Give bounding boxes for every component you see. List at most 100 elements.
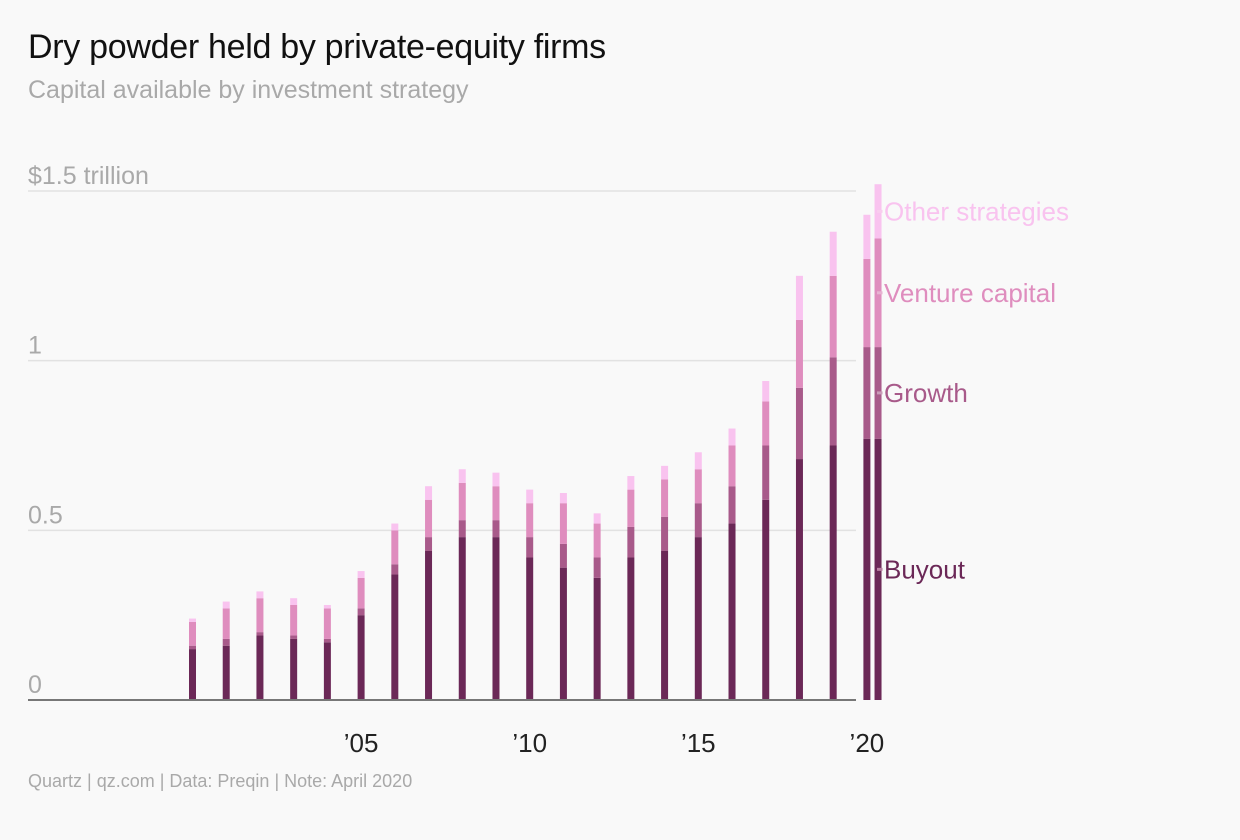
bar-segment-other-strategies: [627, 476, 635, 490]
series-label-other-strategies: Other strategies: [884, 196, 1069, 226]
y-tick-label: 0.5: [28, 501, 63, 529]
bar-segment-other-strategies: [863, 214, 871, 259]
bar-segment-buyout: [559, 567, 567, 700]
series-label-growth: Growth: [884, 378, 968, 408]
bar-segment-growth: [829, 357, 837, 446]
bar-segment-venture-capital: [222, 608, 230, 639]
bar-segment-venture-capital: [593, 523, 601, 558]
bar-segment-other-strategies: [492, 472, 500, 487]
bar-segment-buyout: [694, 537, 702, 700]
bar-segment-other-strategies: [661, 465, 669, 480]
bar-segment-buyout: [256, 635, 264, 700]
bar-segment-venture-capital: [559, 503, 567, 544]
bar-segment-buyout: [458, 537, 466, 700]
y-tick-label: $1.5 trillion: [28, 162, 149, 190]
bar-segment-venture-capital: [458, 482, 466, 521]
y-tick-label: 0: [28, 671, 42, 699]
bar-segment-other-strategies: [357, 571, 365, 578]
bar-segment-venture-capital: [290, 604, 298, 636]
bar-segment-growth: [222, 638, 230, 646]
bar-segment-venture-capital: [492, 486, 500, 521]
bar-segment-other-strategies: [323, 604, 331, 609]
source-footer: Quartz | qz.com | Data: Preqin | Note: A…: [28, 771, 413, 791]
bar-segment-buyout: [661, 550, 669, 700]
bar-segment-growth: [323, 638, 331, 643]
bar-segment-venture-capital: [627, 489, 635, 527]
bar-segment-growth: [256, 632, 264, 636]
bar-segment-other-strategies: [256, 591, 264, 599]
bar-segment-buyout: [290, 638, 298, 700]
bar-segment-other-strategies: [290, 598, 298, 605]
bar-segment-venture-capital: [728, 445, 736, 487]
y-tick-label: 1: [28, 332, 42, 360]
bar-segment-other-strategies: [728, 428, 736, 446]
bar-segment-buyout: [492, 537, 500, 700]
series-label-buyout: Buyout: [884, 554, 966, 584]
bar-segment-other-strategies: [526, 489, 534, 504]
bar-segment-growth: [526, 537, 534, 558]
bar-segment-buyout: [323, 642, 331, 700]
bar-segment-venture-capital: [694, 469, 702, 504]
bar-segment-growth: [762, 445, 770, 500]
bar-segment-growth: [492, 520, 500, 538]
bar-segment-growth: [728, 486, 736, 524]
bar-segment-growth: [627, 526, 635, 558]
bar-segment-other-strategies: [458, 469, 466, 483]
chart-title: Dry powder held by private-equity firms: [28, 28, 606, 66]
bar-segment-venture-capital: [357, 577, 365, 609]
bar-segment-other-strategies: [795, 275, 803, 320]
bar-segment-growth: [458, 520, 466, 538]
bar-segment-growth: [593, 557, 601, 578]
bar-segment-growth: [661, 516, 669, 551]
bar-segment-other-strategies: [391, 523, 399, 531]
bar-segment-other-strategies: [222, 601, 230, 609]
bar-segment-growth: [559, 543, 567, 568]
bar-segment-growth: [357, 608, 365, 616]
x-tick-label: ’20: [850, 728, 885, 758]
x-tick-label: ’15: [681, 728, 716, 758]
bar-segment-venture-capital: [795, 319, 803, 388]
bar-segment-buyout: [526, 557, 534, 700]
chart-subtitle: Capital available by investment strategy: [28, 76, 469, 104]
bar-segment-buyout: [357, 615, 365, 700]
bar-segment-other-strategies: [694, 452, 702, 470]
bar-segment-venture-capital: [829, 275, 837, 358]
bar-segment-venture-capital: [863, 258, 871, 348]
bar-segment-venture-capital: [323, 608, 331, 639]
bar-segment-other-strategies: [189, 618, 196, 622]
bar-segment-other-strategies: [559, 493, 567, 504]
bar-segment-growth: [290, 635, 298, 639]
bar-segment-venture-capital: [526, 503, 534, 538]
bar-segment-other-strategies: [593, 513, 601, 524]
x-tick-label: ’10: [512, 728, 547, 758]
bar-segment-growth: [694, 503, 702, 538]
bar-segment-buyout: [627, 557, 635, 700]
bar-segment-growth: [863, 347, 871, 439]
x-tick-label: ’05: [344, 728, 379, 758]
bar-segment-growth: [425, 537, 433, 551]
series-label-venture-capital: Venture capital: [884, 278, 1056, 308]
bar-segment-buyout: [593, 577, 601, 700]
bar-segment-buyout: [222, 645, 230, 700]
bar-segment-buyout: [425, 550, 433, 700]
bar-segment-venture-capital: [189, 621, 196, 646]
bar-segment-buyout: [762, 499, 770, 700]
bar-segment-venture-capital: [256, 598, 264, 633]
bar-segment-venture-capital: [661, 479, 669, 517]
bar-segment-buyout: [829, 445, 837, 700]
bar-segment-other-strategies: [425, 486, 433, 500]
bar-segment-venture-capital: [425, 499, 433, 538]
bar-segment-other-strategies: [762, 381, 770, 402]
bar-segment-growth: [795, 387, 803, 460]
bar-segment-venture-capital: [762, 401, 770, 446]
bar-segment-buyout: [189, 649, 196, 700]
bar-segment-buyout: [863, 438, 871, 700]
bar-segment-buyout: [728, 523, 736, 700]
bar-segment-growth: [189, 645, 196, 650]
bar-segment-buyout: [795, 459, 803, 700]
bar-segment-buyout: [391, 574, 399, 700]
bar-segment-growth: [391, 564, 399, 575]
bar-segment-venture-capital: [391, 530, 399, 565]
bar-segment-other-strategies: [829, 231, 837, 276]
